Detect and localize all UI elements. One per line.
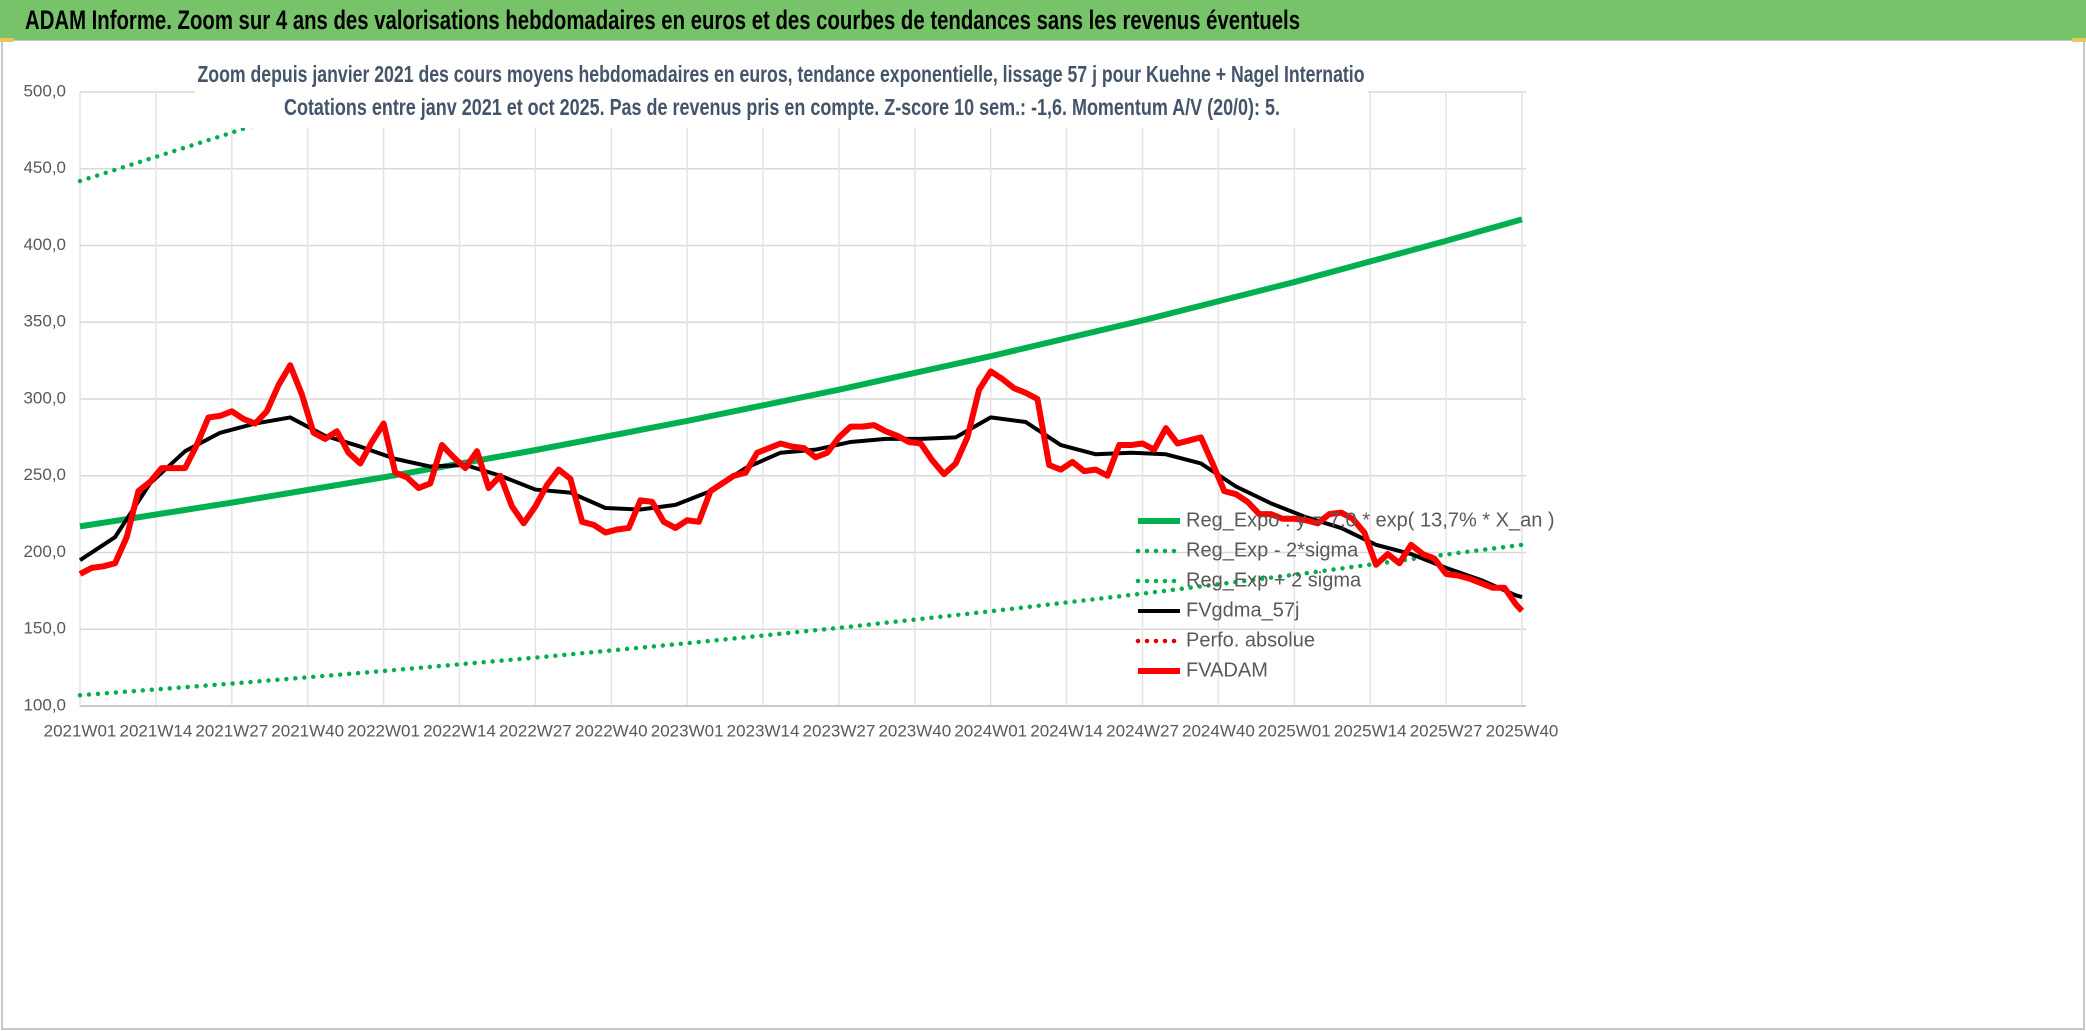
header-bar [0, 0, 2086, 40]
y-tick-label: 300,0 [23, 388, 66, 407]
x-tick-label: 2025W01 [1258, 721, 1331, 740]
y-tick-label: 500,0 [23, 81, 66, 100]
x-tick-label: 2025W40 [1486, 721, 1559, 740]
subtitle: Zoom depuis janvier 2021 des cours moyen… [198, 61, 1365, 87]
x-tick-label: 2021W01 [44, 721, 117, 740]
x-tick-label: 2022W27 [499, 721, 572, 740]
x-tick-label: 2023W14 [727, 721, 800, 740]
chart-title: ADAM Informe. Zoom sur 4 ans des valoris… [25, 5, 1300, 35]
legend-label: Perfo. absolue [1186, 629, 1315, 651]
y-tick-label: 150,0 [23, 619, 66, 638]
y-tick-label: 400,0 [23, 235, 66, 254]
x-tick-label: 2021W40 [271, 721, 344, 740]
grid: 100,0 150,0 200,0 250,0 300,0 350,0 400,0 450,0… [23, 81, 1558, 740]
x-tick-label: 2023W40 [878, 721, 951, 740]
subtitle: Cotations entre janv 2021 et oct 2025. P… [284, 94, 1280, 120]
y-tick-label: 450,0 [23, 158, 66, 177]
legend-label: Reg_Exp - 2*sigma [1186, 539, 1359, 561]
legend-label: FVADAM [1186, 659, 1268, 681]
y-tick-label: 100,0 [23, 695, 66, 714]
legend-label: Reg_Expo : y = 7,0 * exp( 13,7% * X_an ) [1186, 509, 1555, 531]
series-line [79, 216, 1523, 530]
corner [2072, 38, 2086, 42]
x-tick-label: 2023W01 [651, 721, 724, 740]
x-tick-label: 2025W27 [1410, 721, 1483, 740]
x-tick-label: 2025W14 [1334, 721, 1407, 740]
x-tick-label: 2022W01 [347, 721, 420, 740]
y-tick-label: 350,0 [23, 312, 66, 331]
x-tick-label: 2021W27 [195, 721, 268, 740]
y-tick-label: 250,0 [23, 465, 66, 484]
corner [0, 38, 14, 42]
x-tick-label: 2022W14 [423, 721, 496, 740]
x-tick-label: 2024W01 [954, 721, 1027, 740]
plot-area [77, 89, 1525, 698]
legend-label: Reg_Exp + 2 sigma [1186, 569, 1362, 591]
x-tick-label: 2024W40 [1182, 721, 1255, 740]
x-tick-label: 2021W14 [120, 721, 193, 740]
x-tick-label: 2023W27 [803, 721, 876, 740]
x-tick-label: 2024W27 [1106, 721, 1179, 740]
legend: Reg_Expo : y = 7,0 * exp( 13,7% * X_an )… [1135, 509, 1555, 681]
subtitle-background [195, 58, 1368, 128]
legend-label: FVgdma_57j [1186, 599, 1299, 621]
series-line [77, 542, 1525, 698]
x-tick-label: 2022W40 [575, 721, 648, 740]
chart-frame [1, 39, 2085, 1030]
y-tick-label: 200,0 [23, 542, 66, 561]
x-tick-label: 2024W14 [1030, 721, 1103, 740]
series-line [78, 362, 1525, 613]
